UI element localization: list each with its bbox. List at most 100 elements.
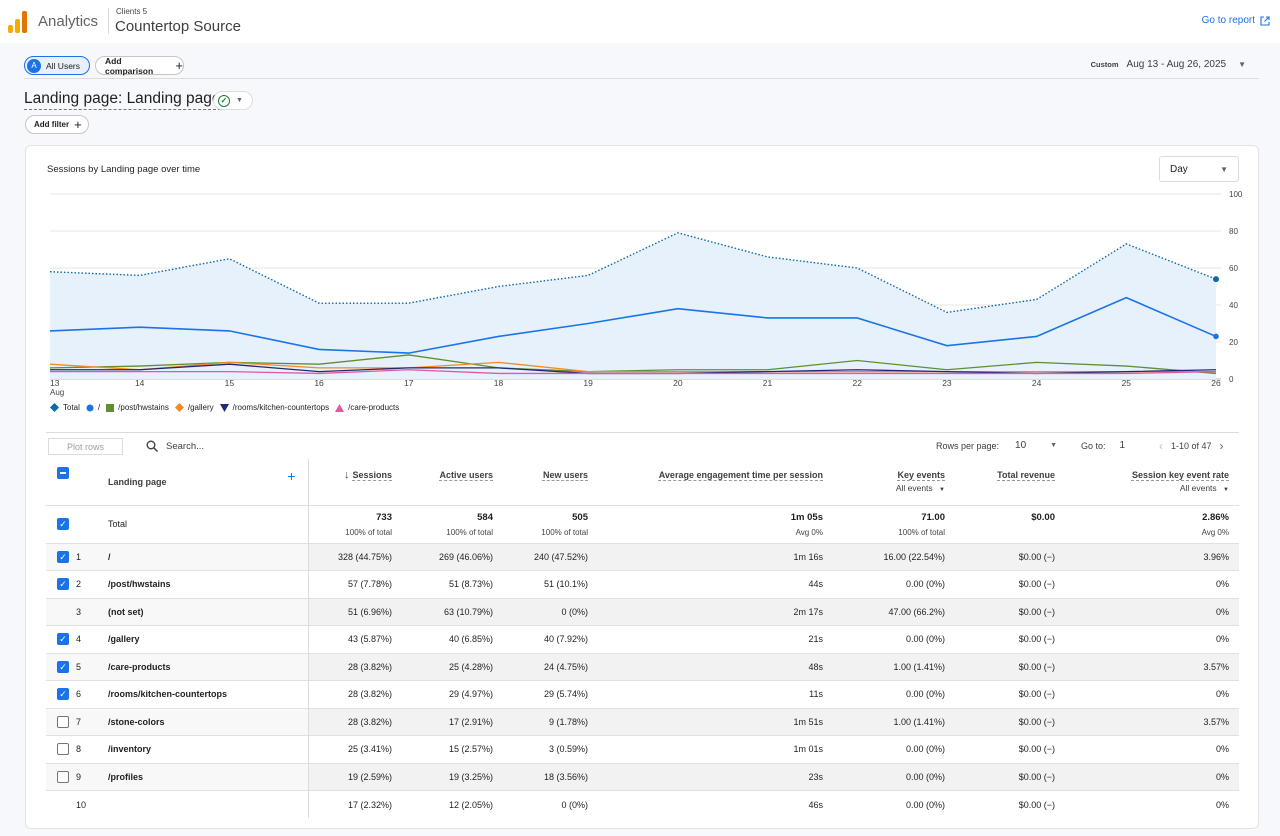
row-checkbox[interactable] xyxy=(57,770,69,783)
totals-key-events-cell: 71.00 100% of total xyxy=(833,505,955,543)
legend-item[interactable]: Total xyxy=(50,403,80,412)
row-landing-page[interactable]: /profiles xyxy=(108,763,309,791)
legend-item[interactable]: /care-products xyxy=(335,403,399,412)
legend-item[interactable]: /rooms/kitchen-countertops xyxy=(219,403,329,412)
totals-checkbox[interactable]: ✓ xyxy=(57,518,69,530)
table-row[interactable]: 3 (not set) 51 (6.96%) 63 (10.79%) 0 (0%) 2m … xyxy=(46,598,1239,626)
go-to-input[interactable]: 1 xyxy=(1119,440,1126,451)
row-revenue: $0.00 (−) xyxy=(955,708,1065,736)
key-events-header[interactable]: Key events All events ▼ xyxy=(833,459,955,505)
row-checkbox[interactable] xyxy=(57,743,69,756)
row-landing-page[interactable]: /rooms/kitchen-countertops xyxy=(108,680,309,708)
sessions-line-chart[interactable]: 100 80 60 40 20 0 13 14 15 16 17 18 19 20 21 22 23 24 25 26… xyxy=(26,146,1260,401)
row-active-users: 17 (2.91%) xyxy=(402,708,503,736)
account-name[interactable]: Clients 5 xyxy=(116,7,148,16)
analytics-logo-icon[interactable] xyxy=(8,11,28,33)
row-index: 2 xyxy=(76,579,82,590)
select-all-checkbox[interactable] xyxy=(57,467,69,479)
row-revenue: $0.00 (−) xyxy=(1018,579,1055,590)
plot-rows-button[interactable]: Plot rows xyxy=(48,438,123,455)
totals-active-users-cell: 584 100% of total xyxy=(402,505,503,543)
table-row[interactable]: ✓ 6/rooms/kitchen-countertops 28 (3.82%) 29… xyxy=(46,680,1239,708)
date-range-picker[interactable]: Custom Aug 13 - Aug 26, 2025 ▼ xyxy=(1091,59,1246,70)
table-row[interactable]: ✓ 1/328 (44.75%) 269 (46.06%) 240 (47.52%) 1… xyxy=(46,543,1239,571)
landing-page-header-label: Landing page xyxy=(108,476,167,487)
row-checkbox[interactable]: ✓ xyxy=(57,660,69,673)
row-key-event-rate: 0% xyxy=(1215,634,1229,645)
row-key-events: 0.00 (0%) xyxy=(833,763,955,791)
row-landing-page[interactable]: /inventory xyxy=(108,735,309,763)
report-status-button[interactable]: ✓ ▼ xyxy=(213,91,253,110)
add-comparison-button[interactable]: Add comparison + xyxy=(95,56,184,76)
new-users-header[interactable]: New users xyxy=(503,459,598,505)
row-checkbox[interactable]: ✓ xyxy=(57,633,69,646)
table-row[interactable]: ✓ 4/gallery 43 (5.87%) 40 (6.85%) 40 (7.92%)… xyxy=(46,625,1239,653)
row-landing-page[interactable] xyxy=(108,790,309,818)
dropdown-arrow-icon[interactable]: ▼ xyxy=(1050,442,1058,449)
pagination: ‹ 1-10 of 47 › xyxy=(1159,439,1224,453)
page-title[interactable]: Landing page: Landing page xyxy=(24,90,221,110)
series-line[interactable] xyxy=(50,369,1217,375)
avg-engagement-header[interactable]: Average engagement time per session xyxy=(598,459,833,505)
segment-chip-all-users[interactable]: A All Users xyxy=(24,56,90,75)
key-events-filter[interactable]: All events ▼ xyxy=(833,483,945,493)
go-to-report-link[interactable]: Go to report xyxy=(1202,15,1270,26)
active-users-header[interactable]: Active users xyxy=(402,459,503,505)
session-key-event-rate-header[interactable]: Session key event rate All events ▼ xyxy=(1065,459,1239,505)
legend-item[interactable]: /gallery xyxy=(174,403,214,412)
x-tick-label: 25 xyxy=(1122,378,1132,388)
legend-swatch-icon xyxy=(106,403,115,412)
brand-name[interactable]: Analytics xyxy=(38,13,99,30)
legend-item[interactable]: /post/hwstains xyxy=(106,403,169,412)
row-checkbox[interactable]: ✓ xyxy=(57,688,69,701)
divider xyxy=(108,8,109,34)
top-bar: Analytics Clients 5 Countertop Source Go… xyxy=(0,0,1280,43)
divider xyxy=(24,78,1259,79)
table-row[interactable]: 7/stone-colors 28 (3.82%) 17 (2.91%) 9 (1.7… xyxy=(46,708,1239,736)
row-new-users: 24 (4.75%) xyxy=(503,653,598,681)
legend-item[interactable]: / xyxy=(86,403,100,412)
series-end-point[interactable] xyxy=(1213,333,1219,340)
row-landing-page[interactable]: /post/hwstains xyxy=(108,570,309,598)
table-row[interactable]: ✓ 5/care-products 28 (3.82%) 25 (4.28%) 24 (… xyxy=(46,653,1239,681)
row-checkbox[interactable]: ✓ xyxy=(57,578,69,591)
rows-per-page-select[interactable]: 10 xyxy=(1015,440,1027,451)
search-box[interactable]: Search... xyxy=(146,440,204,452)
row-landing-page[interactable]: /care-products xyxy=(108,653,309,681)
table-row[interactable]: 10 17 (2.32%) 12 (2.05%) 0 (0%) 46s 0.00 (0%)… xyxy=(46,790,1239,818)
session-key-event-rate-filter[interactable]: All events ▼ xyxy=(1065,483,1229,493)
landing-page-header[interactable]: Landing page + xyxy=(108,459,309,505)
row-key-events: 0.00 (0%) xyxy=(905,744,945,755)
chevron-left-icon[interactable]: ‹ xyxy=(1159,439,1163,453)
row-landing-page[interactable]: (not set) xyxy=(108,598,309,626)
property-name[interactable]: Countertop Source xyxy=(115,18,241,35)
table-row[interactable]: 8/inventory 25 (3.41%) 15 (2.57%) 3 (0.59%)… xyxy=(46,735,1239,763)
row-checkbox[interactable] xyxy=(57,715,69,728)
table-row[interactable]: ✓ 2/post/hwstains 57 (7.78%) 51 (8.73%) 51 (… xyxy=(46,570,1239,598)
row-active-users: 12 (2.05%) xyxy=(448,799,493,810)
key-events-filter-label: All events xyxy=(895,483,933,494)
row-landing-page[interactable]: /stone-colors xyxy=(108,708,309,736)
row-landing-page[interactable]: / xyxy=(108,543,309,571)
search-input[interactable]: Search... xyxy=(166,440,205,452)
sessions-header[interactable]: ↓ Sessions xyxy=(308,459,402,505)
row-sessions: 43 (5.87%) xyxy=(347,634,392,645)
series-line[interactable] xyxy=(49,296,1217,354)
series-line-total[interactable] xyxy=(49,232,1217,314)
total-revenue-header[interactable]: Total revenue xyxy=(955,459,1065,505)
chevron-right-icon[interactable]: › xyxy=(1219,439,1224,453)
row-active-users: 51 (8.73%) xyxy=(448,579,493,590)
row-index: 4 xyxy=(76,634,82,645)
granularity-select[interactable]: Day ▼ xyxy=(1159,156,1239,182)
series-line[interactable] xyxy=(49,361,1216,373)
segment-label: All Users xyxy=(46,60,81,71)
row-key-event-rate: 3.57% xyxy=(1065,708,1239,736)
table-row[interactable]: 9/profiles 19 (2.59%) 19 (3.25%) 18 (3.56%)… xyxy=(46,763,1239,791)
row-avg-engagement: 11s xyxy=(809,689,823,700)
add-filter-button[interactable]: Add filter + xyxy=(25,115,89,134)
row-landing-page[interactable]: /gallery xyxy=(108,625,309,653)
series-end-point[interactable] xyxy=(1213,276,1219,283)
totals-avg-engagement-cell: 1m 05s Avg 0% xyxy=(598,505,833,543)
add-dimension-icon[interactable]: + xyxy=(287,468,296,484)
row-checkbox[interactable]: ✓ xyxy=(57,550,69,563)
